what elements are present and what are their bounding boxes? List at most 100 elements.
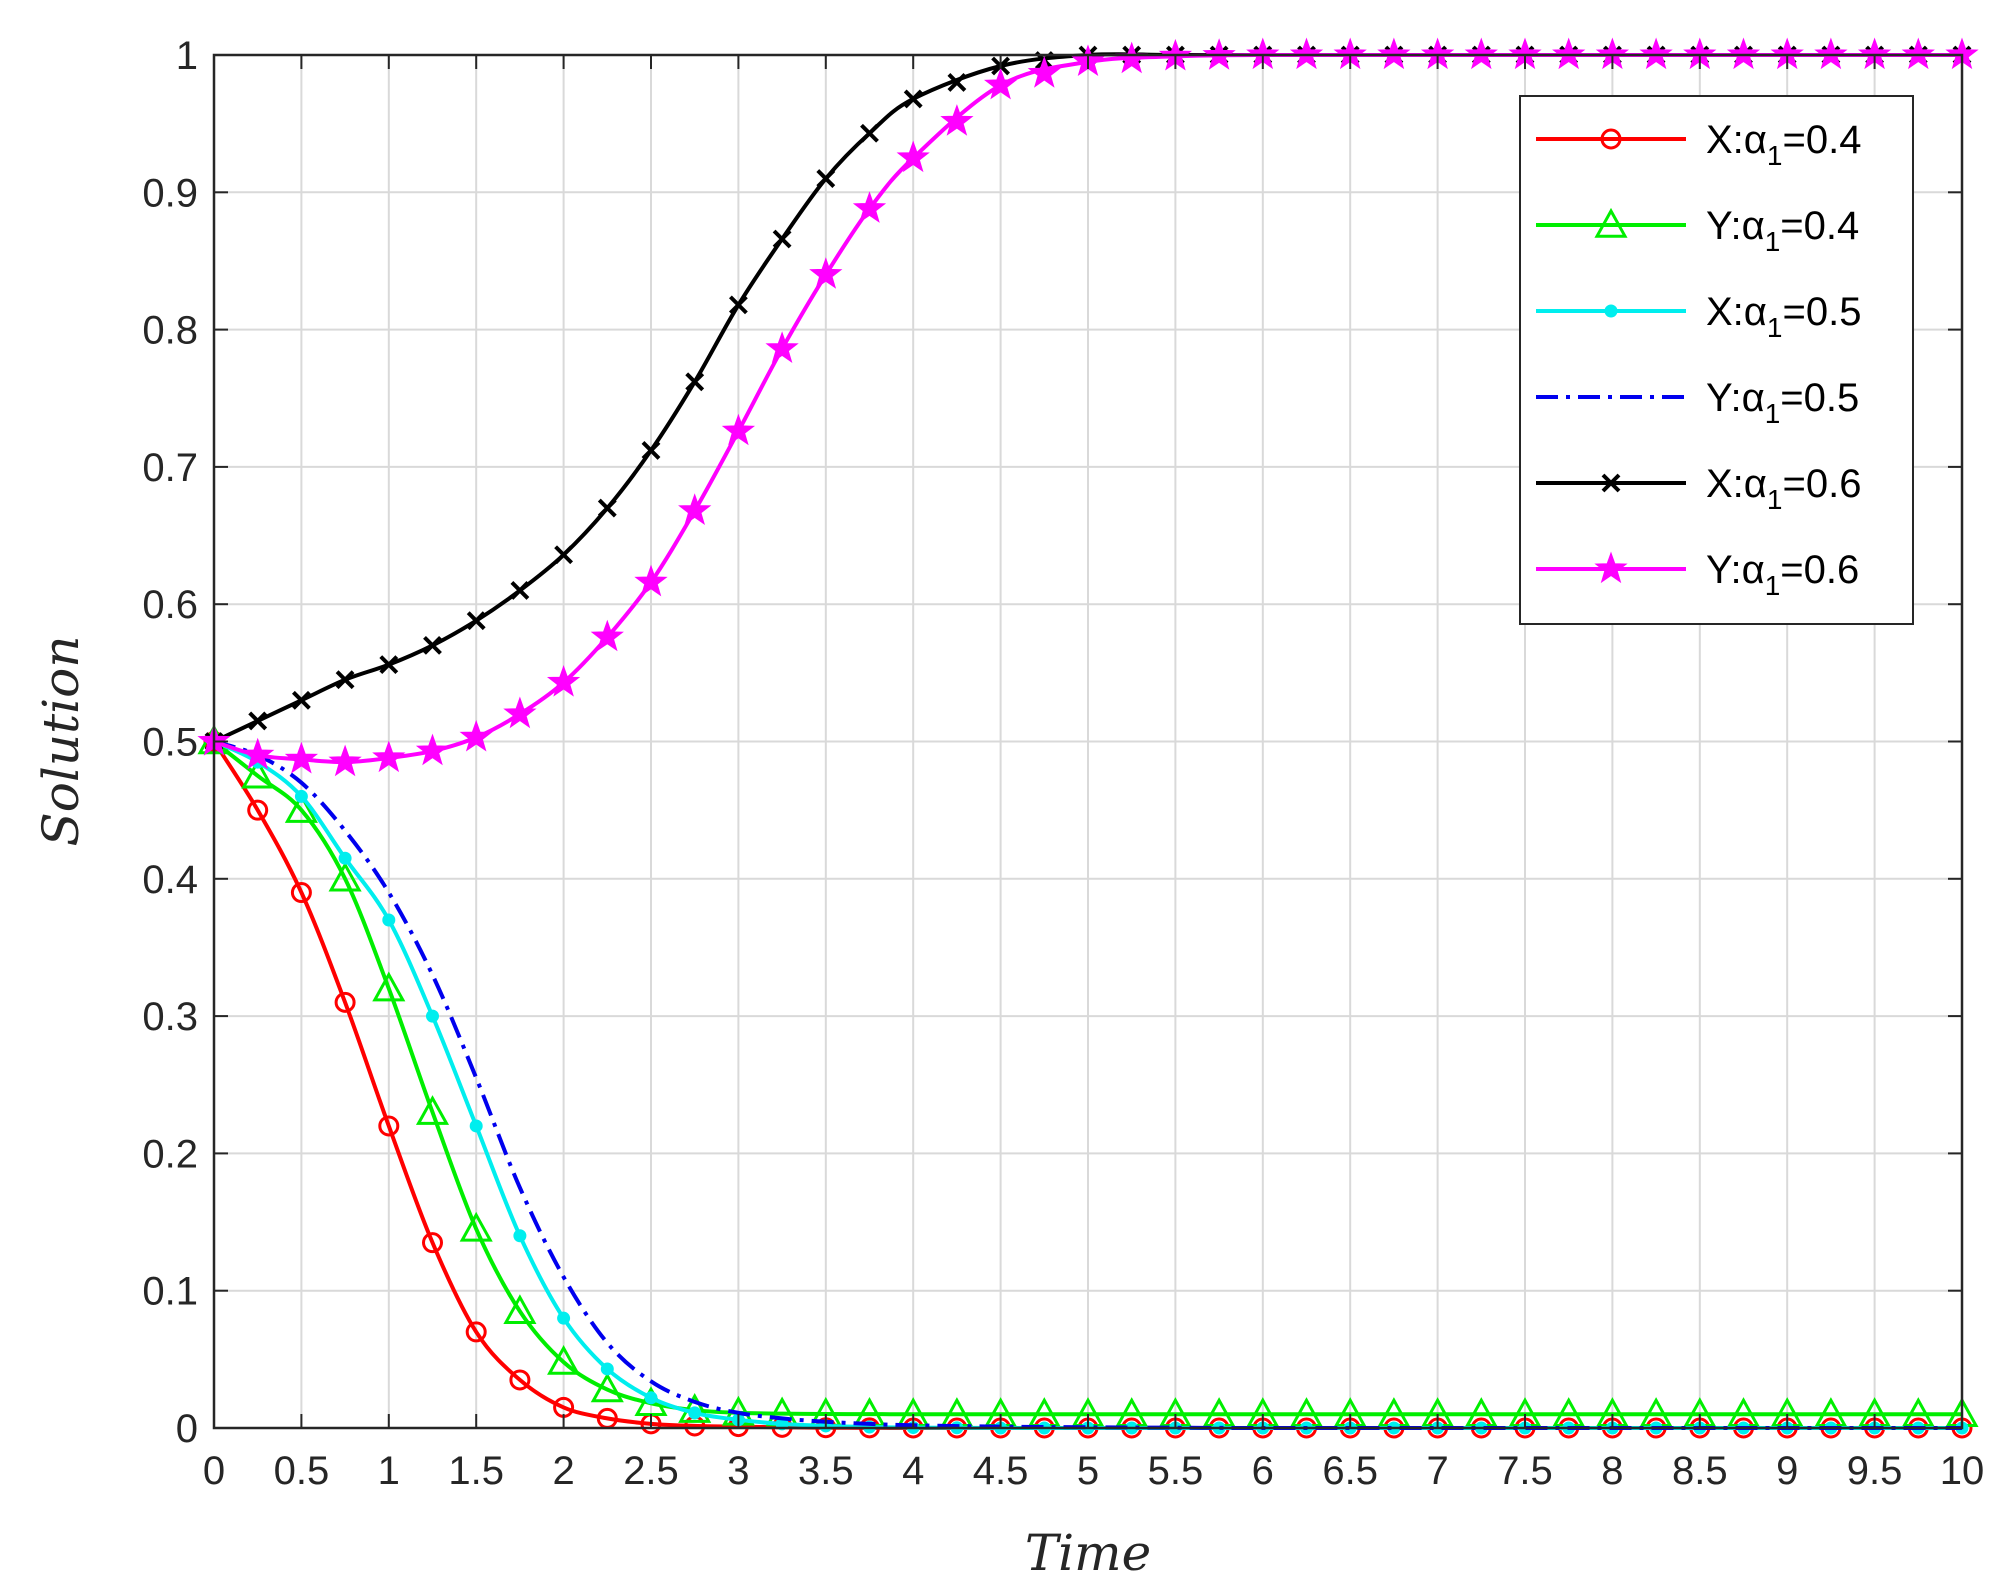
data-point — [772, 229, 792, 249]
legend-entry: X:α1=0.6 — [1536, 462, 1861, 515]
x-tick-label: 4.5 — [973, 1449, 1029, 1493]
data-point-stroke — [291, 690, 311, 710]
data-point — [597, 498, 617, 518]
data-point — [335, 670, 355, 690]
data-point — [1552, 37, 1586, 70]
data-point — [382, 913, 396, 927]
x-tick-label: 1.5 — [448, 1449, 504, 1493]
legend-box — [1519, 95, 1914, 625]
data-point-stroke — [772, 229, 792, 249]
data-point — [685, 372, 705, 392]
data-point — [284, 741, 319, 774]
y-tick-label: 0.3 — [142, 995, 198, 1039]
data-point-stroke — [466, 611, 486, 631]
data-point — [328, 744, 362, 777]
data-point-stroke — [248, 711, 268, 731]
legend-entry: Y:α1=0.4 — [1536, 204, 1859, 257]
x-tick-label: 5 — [1077, 1449, 1099, 1493]
legend-swatch-marker — [1604, 304, 1618, 318]
data-point-stroke — [947, 73, 967, 92]
legend-entry: X:α1=0.4 — [1536, 118, 1861, 171]
data-point — [1027, 55, 1061, 88]
data-point-stroke — [554, 545, 574, 565]
data-point — [1289, 37, 1324, 70]
data-point — [590, 619, 624, 652]
x-axis-title: Time — [1025, 1524, 1151, 1582]
data-point — [816, 169, 836, 188]
legend-swatch-marker — [1594, 551, 1628, 584]
y-tick-label: 0.6 — [142, 583, 198, 627]
x-tick-label: 9.5 — [1847, 1449, 1903, 1493]
legend-entry: X:α1=0.5 — [1536, 290, 1861, 343]
x-tick-label: 8 — [1601, 1449, 1623, 1493]
data-point — [721, 413, 756, 446]
data-point-stroke — [641, 441, 661, 460]
legend-swatch-marker — [1594, 207, 1628, 238]
data-point — [379, 655, 399, 675]
data-point — [466, 611, 486, 631]
data-point — [809, 257, 843, 289]
legend-entry: Y:α1=0.6 — [1536, 548, 1859, 601]
legend-swatch-marker — [1601, 473, 1621, 493]
data-point — [294, 789, 308, 803]
y-tick-label: 0.2 — [142, 1132, 198, 1176]
data-point — [241, 737, 275, 770]
data-point — [510, 581, 530, 600]
data-point — [328, 861, 362, 892]
y-axis-title: Solution — [32, 636, 90, 847]
data-point — [513, 1229, 527, 1243]
legend-label: X:α1=0.6 — [1706, 462, 1861, 515]
ticks: 0 0.5 1 1.5 2 2.5 3 3.5 4 4.5 5 5.5 6 6.5 7 7.5 8 8.5 9 9.5… — [142, 34, 1984, 1493]
x-tick-label: 1 — [378, 1449, 400, 1493]
legend-entry: Y:α1=0.5 — [1536, 376, 1859, 429]
data-point — [852, 191, 887, 223]
data-point — [940, 104, 974, 136]
legend-label: Y:α1=0.4 — [1706, 204, 1859, 257]
data-point — [554, 545, 574, 565]
x-tick-label: 0 — [203, 1449, 225, 1493]
data-point — [469, 1119, 483, 1133]
data-point — [1464, 37, 1498, 70]
data-point — [465, 1321, 487, 1343]
data-point — [1726, 37, 1761, 70]
x-tick-label: 10 — [1940, 1449, 1985, 1493]
data-point-stroke — [816, 169, 836, 188]
data-point — [1901, 37, 1935, 70]
legend-label: Y:α1=0.6 — [1706, 548, 1859, 601]
data-point — [634, 564, 668, 597]
data-point — [459, 719, 493, 752]
data-point-stroke — [728, 295, 748, 315]
x-tick-label: 5.5 — [1148, 1449, 1204, 1493]
data-point — [503, 696, 537, 729]
x-tick-label: 3.5 — [798, 1449, 854, 1493]
data-point — [241, 758, 275, 789]
data-point — [641, 441, 661, 460]
x-tick-label: 9 — [1776, 1449, 1798, 1493]
data-point — [678, 1393, 712, 1423]
data-point — [947, 73, 967, 92]
data-point — [290, 882, 312, 904]
x-tick-label: 2.5 — [623, 1449, 679, 1493]
data-point — [378, 1115, 400, 1137]
y-tick-label: 0.4 — [142, 858, 198, 902]
data-point — [1377, 37, 1411, 70]
data-point — [644, 1391, 658, 1405]
data-point — [728, 295, 748, 315]
data-point-stroke — [903, 89, 923, 109]
y-tick-label: 0.9 — [142, 171, 198, 215]
data-point — [860, 123, 879, 143]
legend-swatch-marker-stroke — [1601, 473, 1621, 493]
x-tick-label: 7 — [1426, 1449, 1448, 1493]
series-line — [213, 739, 1962, 1431]
x-tick-label: 3 — [727, 1449, 749, 1493]
y-tick-label: 0.7 — [142, 446, 198, 490]
x-tick-label: 6 — [1252, 1449, 1274, 1493]
data-point — [896, 140, 930, 173]
legend-swatch-marker — [1600, 128, 1622, 150]
data-point — [426, 1009, 439, 1023]
data-point — [338, 851, 352, 865]
x-tick-label: 2 — [552, 1449, 574, 1493]
data-point — [284, 793, 318, 823]
